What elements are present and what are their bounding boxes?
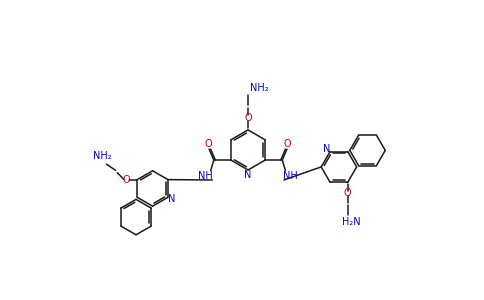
Text: NH: NH: [284, 171, 298, 181]
Text: N: N: [244, 169, 252, 180]
Text: O: O: [244, 112, 252, 123]
Text: N: N: [322, 144, 330, 154]
Text: NH: NH: [198, 171, 212, 181]
Text: NH₂: NH₂: [250, 83, 269, 93]
Text: O: O: [122, 175, 130, 184]
Text: O: O: [344, 188, 351, 198]
Text: N: N: [168, 194, 175, 204]
Text: H₂N: H₂N: [342, 217, 360, 227]
Text: O: O: [284, 139, 291, 149]
Text: NH₂: NH₂: [92, 151, 111, 161]
Text: O: O: [205, 139, 212, 149]
